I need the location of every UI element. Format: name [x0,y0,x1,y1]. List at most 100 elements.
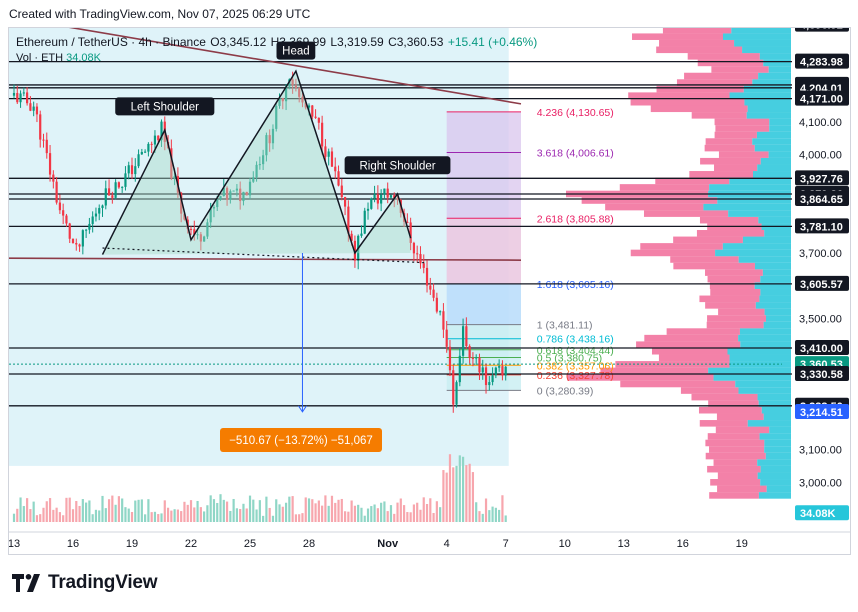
volume-bar [32,501,35,522]
volume-bar [504,515,507,522]
candle-body [389,195,393,198]
candle-body [281,97,284,102]
price-level-tag [795,53,849,69]
volume-bar [321,505,324,522]
volume-profile-bar [761,406,791,414]
candle-body [206,222,209,237]
volume-bar [343,511,347,522]
volume-bar [491,506,494,522]
candle-body [170,148,173,179]
volume-bar [75,501,78,522]
price-level-tag [795,190,849,206]
volume-profile-bar [760,288,791,296]
volume-bar [291,496,294,522]
volume-bar [222,499,225,522]
volume-bar [402,505,406,522]
candle-body [396,198,399,200]
volume-profile-bar [758,400,791,407]
volume-profile-bar [755,302,791,309]
volume-profile-bar [656,85,744,93]
candle-body [327,151,330,157]
volume-bar [271,515,275,522]
volume-bar [347,511,350,522]
volume-bar [399,498,402,522]
volume-profile-bar [717,485,767,493]
candle-body [48,153,52,175]
price-chart[interactable]: 4.236 (4,130.65) 3.618 (4,006.61) 2.618 (3… [9,28,850,554]
volume-profile-bar [739,328,791,335]
volume-bar [330,495,334,522]
volume-bar [366,508,370,522]
price-level-tag-text: 3,330.58 [800,369,843,381]
volume-profile-bar [752,138,791,145]
volume-bar [376,508,379,522]
volume-bar [206,505,209,522]
volume-bar [117,496,120,522]
pattern-label: Head [282,46,310,58]
volume-profile-bar [747,420,791,427]
candle-body [62,210,65,216]
candle-body [130,165,134,175]
volume-profile-bar [643,210,729,217]
volume-profile-bar [619,184,710,191]
volume-profile-bar [713,459,758,466]
pattern-label-box [344,156,451,175]
volume-profile-bar [662,28,732,34]
volume-profile-bar [656,46,743,54]
candle-body [314,116,317,118]
volume-bar [176,509,179,522]
tradingview-logo[interactable]: TradingView [12,572,158,594]
volume-bar [340,498,343,522]
candle-body [252,177,255,182]
chart-frame[interactable]: 4.236 (4,130.65) 3.618 (4,006.61) 2.618 (3… [8,27,851,555]
volume-profile-bar [760,465,791,473]
fib-level-label: 3.618 (4,006.61) [537,147,614,159]
candle-body [445,329,448,347]
volume-profile-bar [744,98,791,106]
open-value: O3,345.12 [210,35,267,49]
volume-profile-bar [722,33,791,40]
volume-bar [225,501,229,522]
fib-level-label: 0.786 (3,438.16) [537,334,614,346]
volume-bar [275,499,278,522]
volume-profile-bar [765,315,791,322]
volume-profile-bar [600,367,709,375]
candle-body [373,194,376,199]
volume-bar [134,500,137,522]
candle-body [307,105,311,108]
volume-profile-bar [758,216,791,224]
volume-profile-bar [754,262,791,270]
volume-profile-bar [620,380,736,388]
volume-bar [12,513,16,522]
candle-body [140,152,143,155]
candle-body [121,186,124,188]
volume-profile-bar [768,151,791,158]
volume-profile-bar [759,433,791,440]
candle-body [337,171,340,186]
brand-name: TradingView [48,572,158,593]
volume-bar [350,500,353,522]
volume-profile-bar [769,118,791,126]
candle-body [481,367,484,373]
candle-body [157,135,160,141]
volume-bar [298,514,301,522]
candle-body [52,174,55,182]
volume-bar [85,502,88,522]
volume-bar [219,494,222,522]
volume-profile-bar [738,334,791,342]
volume-bar [183,501,186,522]
candle-body [75,243,78,245]
volume-bar [71,509,75,522]
volume-profile-bar [740,341,791,348]
volume-profile-bar [707,315,766,322]
volume-bar [186,504,189,522]
candle-body [298,87,301,97]
volume-bar [81,499,84,522]
volume-bar [409,512,412,522]
volume-bar [419,509,422,522]
volume-bar [248,495,252,522]
volume-bar [45,501,48,522]
candle-body [147,143,150,152]
candle-body [85,229,88,231]
candle-body [98,208,101,214]
